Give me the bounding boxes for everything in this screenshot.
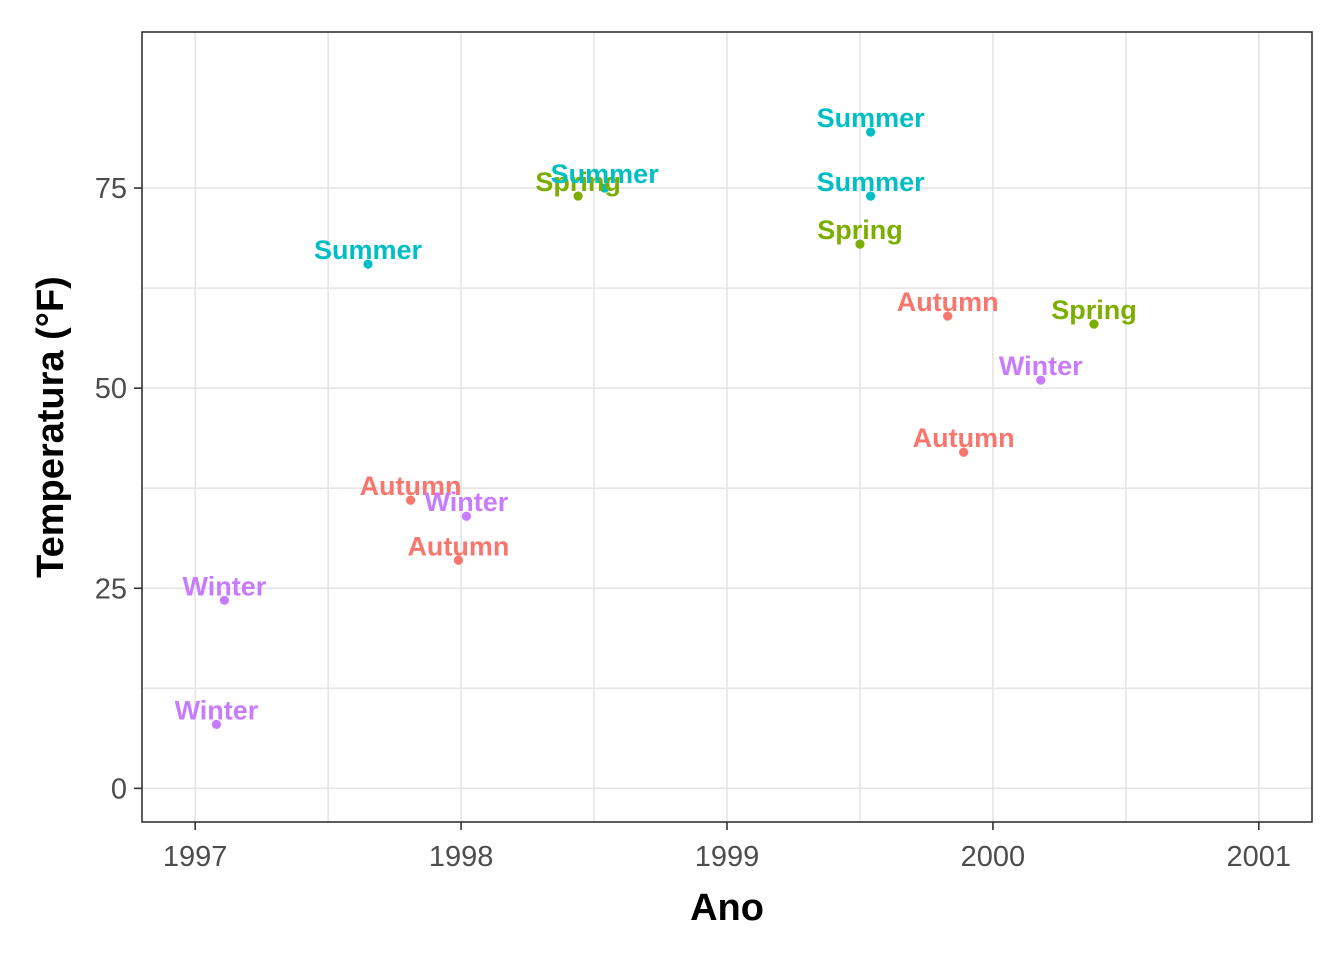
data-point-label: Winter [183, 571, 267, 601]
x-tick-label: 1997 [163, 841, 228, 873]
x-tick-label: 1999 [695, 841, 760, 873]
data-point-label: Spring [1051, 295, 1137, 325]
data-point-label: Summer [817, 103, 926, 133]
data-point [600, 183, 610, 193]
y-axis-title: Temperatura (°F) [30, 276, 72, 578]
data-point [573, 191, 583, 201]
data-point [461, 511, 472, 521]
data-point [865, 127, 876, 137]
data-point [1036, 375, 1046, 385]
data-point-label: Autumn [407, 531, 509, 561]
data-point-label: Autumn [360, 471, 462, 501]
data-point [363, 259, 373, 269]
data-point-label: Summer [817, 167, 926, 197]
data-point [405, 495, 416, 505]
axes: 1997 1998 1999 2000 2001 0 25 50 75 [95, 173, 1291, 873]
data-point-label: Autumn [913, 423, 1015, 453]
data-points [211, 127, 1099, 729]
data-point [1089, 319, 1099, 329]
x-axis-title: Ano [690, 887, 764, 929]
data-point [453, 555, 464, 565]
data-point [211, 719, 222, 729]
data-point-label: Winter [425, 487, 509, 517]
y-tick-label: 0 [111, 773, 127, 805]
data-point-label: Summer [314, 235, 423, 265]
x-tick-label: 1998 [429, 841, 494, 873]
data-point [219, 595, 230, 605]
x-tick-label: 2001 [1227, 841, 1292, 873]
grid-lines [142, 32, 1312, 822]
data-point-label: Winter [175, 695, 259, 725]
x-tick-label: 2000 [961, 841, 1026, 873]
data-point [959, 447, 969, 457]
y-tick-label: 25 [95, 573, 127, 605]
data-point-label: Summer [551, 159, 660, 189]
data-point [865, 191, 876, 201]
data-point [855, 239, 865, 249]
data-point-label: Spring [535, 167, 621, 197]
data-point-label: Winter [999, 351, 1083, 381]
y-tick-label: 50 [95, 373, 127, 405]
data-point-label: Spring [817, 215, 903, 245]
data-point [943, 311, 953, 321]
y-tick-label: 75 [95, 173, 127, 205]
data-labels: WinterWinterSummerAutumnAutumnWinterSpri… [175, 103, 1137, 725]
data-point-label: Autumn [897, 287, 999, 317]
